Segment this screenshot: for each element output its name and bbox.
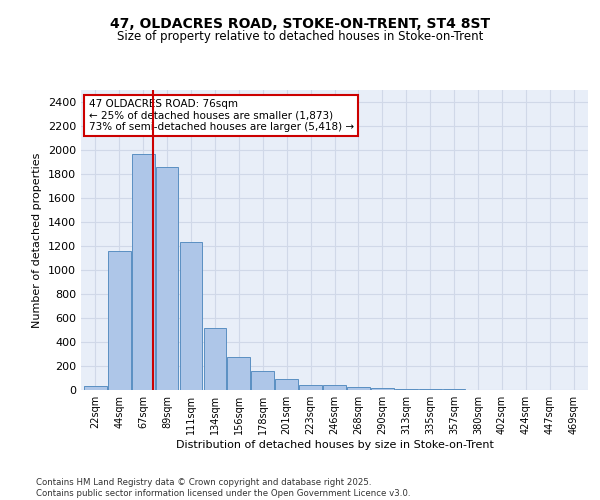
Text: 47, OLDACRES ROAD, STOKE-ON-TRENT, ST4 8ST: 47, OLDACRES ROAD, STOKE-ON-TRENT, ST4 8… [110,18,490,32]
Text: Size of property relative to detached houses in Stoke-on-Trent: Size of property relative to detached ho… [117,30,483,43]
Bar [179,242,202,390]
Bar [84,386,107,390]
Text: Contains HM Land Registry data © Crown copyright and database right 2025.
Contai: Contains HM Land Registry data © Crown c… [36,478,410,498]
Bar [347,387,370,390]
Bar [203,328,226,390]
Bar [275,379,298,390]
Bar [371,388,394,390]
Bar [108,251,131,390]
Bar [132,154,155,390]
Bar [251,372,274,390]
Text: 47 OLDACRES ROAD: 76sqm
← 25% of detached houses are smaller (1,873)
73% of semi: 47 OLDACRES ROAD: 76sqm ← 25% of detache… [89,99,354,132]
Bar [227,357,250,390]
Bar [323,384,346,390]
Y-axis label: Number of detached properties: Number of detached properties [32,152,43,328]
Bar [299,384,322,390]
X-axis label: Distribution of detached houses by size in Stoke-on-Trent: Distribution of detached houses by size … [176,440,493,450]
Bar [395,389,418,390]
Bar [156,168,178,390]
